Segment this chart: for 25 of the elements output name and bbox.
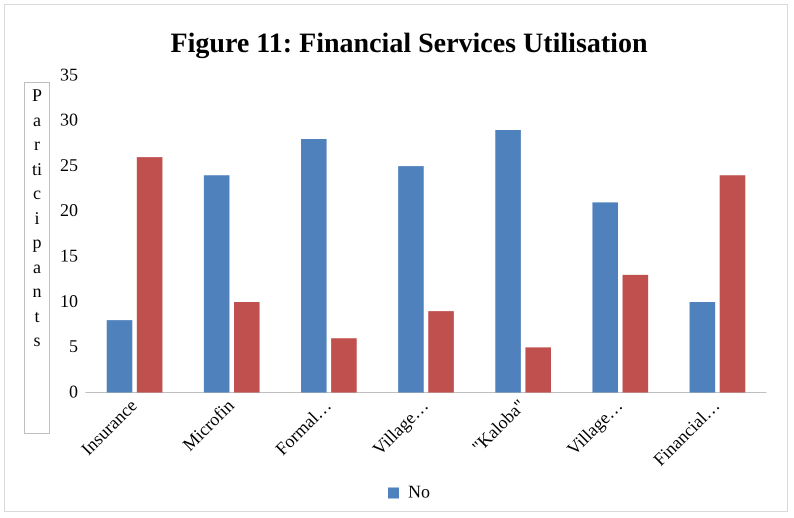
y-tick-label: 25: [60, 154, 78, 175]
bar: [592, 202, 618, 393]
bar: [690, 302, 716, 393]
y-tick-label: 35: [60, 64, 78, 84]
bar: [622, 274, 648, 393]
bar: [301, 139, 327, 393]
bar: [495, 130, 521, 393]
bar: [204, 175, 230, 393]
bar: [234, 302, 260, 393]
legend-label: No: [408, 482, 430, 502]
y-tick-label: 10: [60, 290, 78, 311]
bar: [106, 320, 132, 393]
y-tick-label: 20: [60, 200, 78, 220]
y-tick-label: 15: [60, 246, 78, 266]
bar: [428, 311, 454, 393]
y-tick-label: 0: [69, 381, 78, 402]
bar: [136, 157, 162, 393]
y-tick-label: 5: [69, 336, 78, 356]
y-tick-label: 30: [60, 110, 78, 130]
bar: [331, 338, 357, 393]
bar: [398, 166, 424, 393]
bar: [720, 175, 746, 393]
chart-title: Figure 11: Financial Services Utilisation: [170, 28, 648, 60]
text: Participants: [32, 85, 42, 350]
bar: [525, 347, 551, 393]
